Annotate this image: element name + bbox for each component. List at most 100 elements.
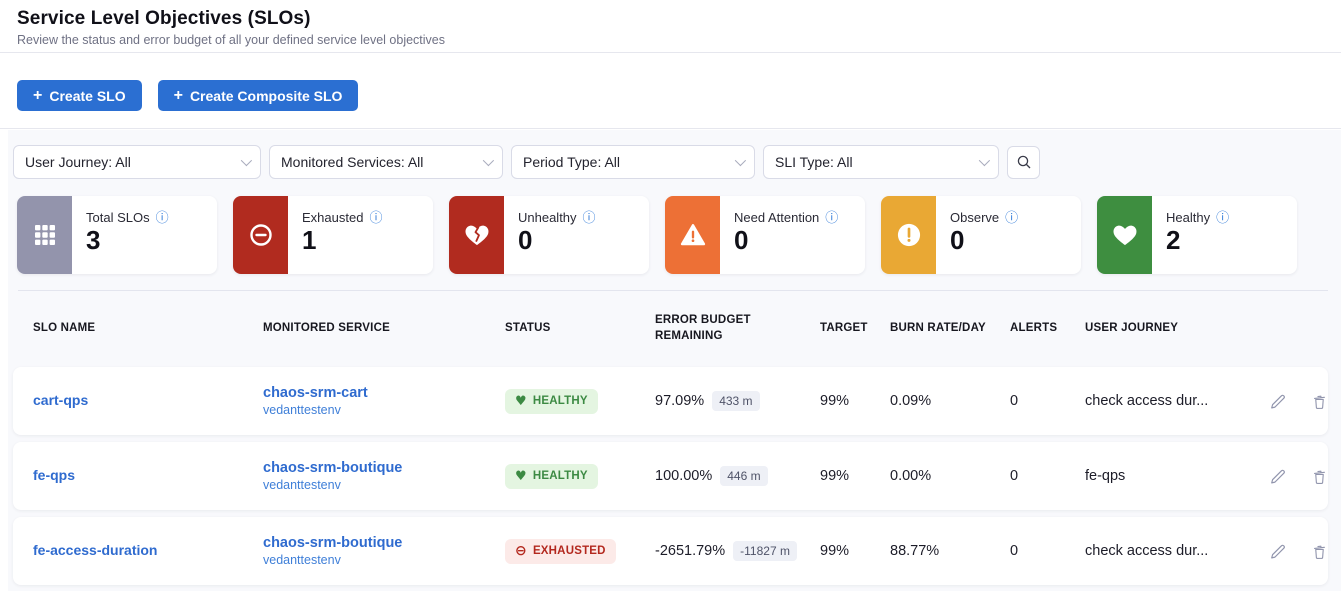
- delete-button[interactable]: [1311, 393, 1328, 410]
- column-header-alerts: ALERTS: [1010, 322, 1058, 335]
- user-journey-value: fe-qps: [1085, 468, 1126, 484]
- section-divider: [18, 290, 1328, 291]
- chevron-down-icon: [978, 154, 991, 167]
- target-value: 99%: [820, 393, 850, 409]
- user-journey-filter-label: User Journey: All: [25, 154, 131, 170]
- column-header-target: TARGET: [820, 322, 868, 335]
- environment-link[interactable]: vedanttestenv: [263, 553, 341, 567]
- page-header: Service Level Objectives (SLOs) Review t…: [0, 0, 1341, 53]
- stat-value: 0: [950, 225, 965, 255]
- chevron-down-icon: [240, 154, 253, 167]
- error-budget-percent: 97.09%: [655, 393, 705, 409]
- stat-value: 2: [1166, 225, 1181, 255]
- trash-icon: [1314, 470, 1325, 484]
- stat-card-need-attention[interactable]: Need Attention ⓘ 0: [665, 196, 865, 274]
- period-type-filter[interactable]: Period Type: All: [511, 145, 755, 179]
- period-type-filter-label: Period Type: All: [523, 154, 621, 170]
- stat-label: Unhealthy: [518, 210, 577, 225]
- info-icon[interactable]: ⓘ: [155, 210, 169, 225]
- edit-button[interactable]: [1269, 468, 1286, 485]
- left-gutter: [0, 130, 8, 591]
- stat-card-unhealthy[interactable]: Unhealthy ⓘ 0: [449, 196, 649, 274]
- column-header-user-journey: USER JOURNEY: [1085, 322, 1179, 335]
- pencil-icon: [1271, 469, 1285, 483]
- burn-rate-value: 88.77%: [890, 543, 940, 559]
- stat-card-observe[interactable]: Observe ⓘ 0: [881, 196, 1081, 274]
- info-icon[interactable]: ⓘ: [1216, 210, 1230, 225]
- status-badge-label: HEALTHY: [532, 470, 588, 482]
- sli-type-filter[interactable]: SLI Type: All: [763, 145, 999, 179]
- status-badge: HEALTHY: [505, 388, 598, 414]
- create-composite-slo-button[interactable]: + Create Composite SLO: [157, 80, 359, 111]
- status-badge: HEALTHY: [505, 463, 598, 489]
- stat-label: Observe: [950, 210, 1000, 225]
- pencil-icon: [1271, 394, 1285, 408]
- target-value: 99%: [820, 468, 850, 484]
- target-value: 99%: [820, 543, 850, 559]
- monitored-service-link[interactable]: chaos-srm-cart: [263, 385, 368, 401]
- column-header-slo-name: SLO NAME: [33, 322, 96, 335]
- slo-name-link[interactable]: fe-access-duration: [33, 542, 158, 558]
- chevron-down-icon: [482, 154, 495, 167]
- table-row[interactable]: fe-qps chaos-srm-boutique vedanttestenv …: [13, 442, 1328, 510]
- stat-value: 0: [518, 225, 533, 255]
- monitored-service-link[interactable]: chaos-srm-boutique: [263, 460, 403, 476]
- monitored-services-filter[interactable]: Monitored Services: All: [269, 145, 503, 179]
- delete-button[interactable]: [1311, 468, 1328, 485]
- column-header-monitored-service: MONITORED SERVICE: [263, 322, 390, 335]
- stat-value: 3: [86, 225, 101, 255]
- info-icon[interactable]: ⓘ: [369, 210, 383, 225]
- stat-value: 1: [302, 225, 317, 255]
- info-icon[interactable]: ⓘ: [825, 210, 839, 225]
- toolbar: + Create SLO + Create Composite SLO: [0, 53, 1341, 129]
- create-composite-slo-button-label: Create Composite SLO: [189, 87, 343, 104]
- create-slo-button-label: Create SLO: [49, 87, 126, 104]
- create-slo-button[interactable]: + Create SLO: [17, 80, 142, 111]
- error-budget-minutes-chip: -11827 m: [733, 541, 797, 561]
- warning-triangle-icon: [665, 196, 720, 274]
- info-icon[interactable]: ⓘ: [1005, 210, 1019, 225]
- environment-link[interactable]: vedanttestenv: [263, 403, 341, 417]
- search-button[interactable]: [1007, 145, 1040, 179]
- user-journey-value: check access dur...: [1085, 393, 1209, 409]
- search-icon: [1017, 155, 1030, 169]
- info-icon[interactable]: ⓘ: [582, 210, 596, 225]
- column-header-burn-rate: BURN RATE/DAY: [890, 322, 986, 335]
- status-badge: EXHAUSTED: [505, 538, 616, 564]
- trash-icon: [1314, 545, 1325, 559]
- edit-button[interactable]: [1269, 543, 1286, 560]
- stat-card-healthy[interactable]: Healthy ⓘ 2: [1097, 196, 1297, 274]
- sli-type-filter-label: SLI Type: All: [775, 154, 853, 170]
- monitored-service-link[interactable]: chaos-srm-boutique: [263, 535, 403, 551]
- table-row[interactable]: fe-access-duration chaos-srm-boutique ve…: [13, 517, 1328, 585]
- plus-icon: +: [33, 86, 43, 104]
- trash-icon: [1314, 395, 1325, 409]
- table-row[interactable]: cart-qps chaos-srm-cart vedanttestenv HE…: [13, 367, 1328, 435]
- stats-row: Total SLOs ⓘ 3 Exhausted ⓘ: [0, 179, 1341, 274]
- user-journey-filter[interactable]: User Journey: All: [13, 145, 261, 179]
- delete-button[interactable]: [1311, 543, 1328, 560]
- slo-name-link[interactable]: fe-qps: [33, 467, 75, 483]
- stat-label: Total SLOs: [86, 210, 150, 225]
- slo-name-link[interactable]: cart-qps: [33, 392, 89, 408]
- error-budget-percent: 100.00%: [655, 468, 713, 484]
- edit-button[interactable]: [1269, 393, 1286, 410]
- page-subtitle: Review the status and error budget of al…: [17, 33, 446, 47]
- column-header-error-budget: ERROR BUDGET REMAINING: [655, 314, 751, 342]
- error-budget-percent: -2651.79%: [655, 543, 726, 559]
- stat-label: Healthy: [1166, 210, 1211, 225]
- environment-link[interactable]: vedanttestenv: [263, 478, 341, 492]
- user-journey-value: check access dur...: [1085, 543, 1209, 559]
- alerts-count: 0: [1010, 468, 1019, 484]
- exclamation-circle-icon: [881, 196, 936, 274]
- error-budget-minutes-chip: 433 m: [712, 391, 760, 411]
- stat-card-total-slos[interactable]: Total SLOs ⓘ 3: [17, 196, 217, 274]
- plus-icon: +: [173, 86, 183, 104]
- status-badge-label: EXHAUSTED: [532, 545, 606, 557]
- page-title: Service Level Objectives (SLOs): [17, 8, 311, 29]
- stat-value: 0: [734, 225, 749, 255]
- grid-icon: [17, 196, 72, 274]
- error-budget-minutes-chip: 446 m: [720, 466, 768, 486]
- stat-label: Need Attention: [734, 210, 820, 225]
- stat-card-exhausted[interactable]: Exhausted ⓘ 1: [233, 196, 433, 274]
